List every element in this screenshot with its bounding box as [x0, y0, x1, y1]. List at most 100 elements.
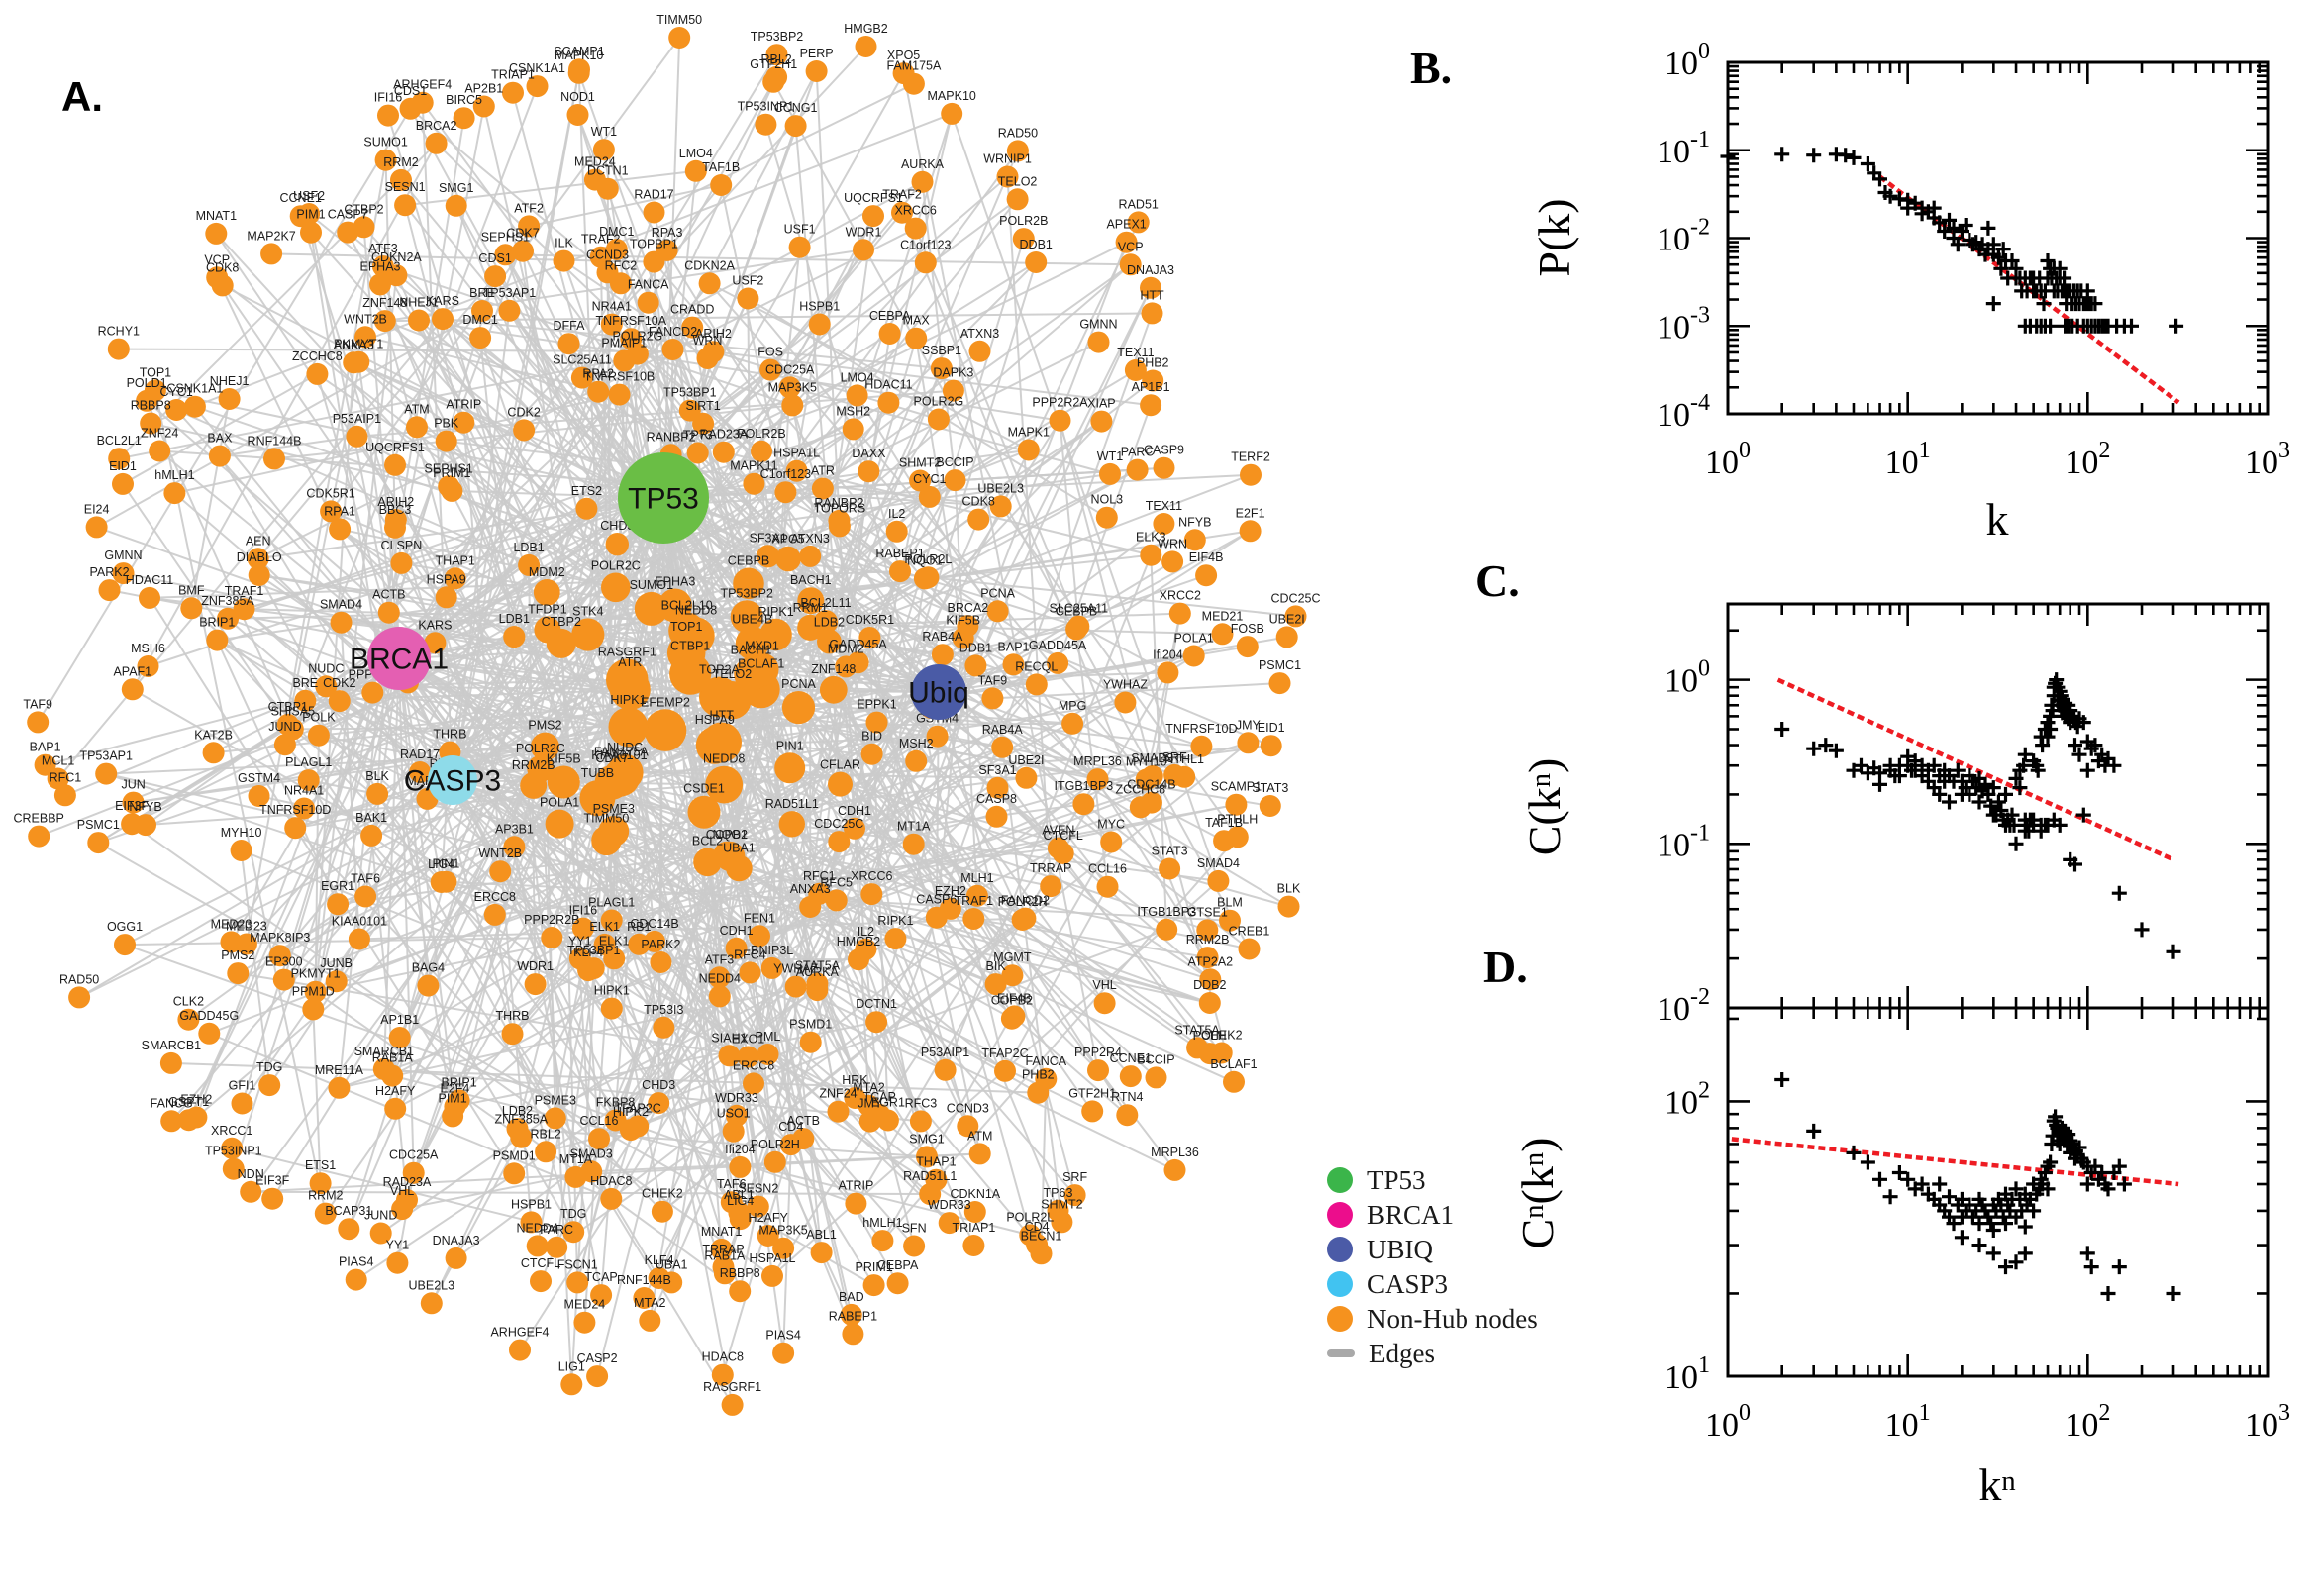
svg-text:YWHAZ: YWHAZ: [1103, 678, 1149, 692]
svg-text:BCCIP: BCCIP: [936, 455, 973, 469]
svg-text:BAG4: BAG4: [412, 961, 445, 975]
network-graph: MDM2 ATM CHEK2 BRCA2 RAD50 MSH2 YY1 EGR1 ATR RFC1…: [13, 13, 1321, 1416]
svg-text:MT1A: MT1A: [897, 820, 931, 834]
svg-text:BRE: BRE: [469, 286, 495, 300]
svg-text:GADD45G: GADD45G: [179, 1009, 239, 1023]
svg-text:EFEMP2: EFEMP2: [641, 695, 690, 709]
svg-text:CASP9: CASP9: [1144, 444, 1184, 457]
svg-text:CASP7: CASP7: [328, 208, 368, 222]
svg-text:BACH1: BACH1: [790, 573, 832, 587]
svg-text:PLAGL1: PLAGL1: [588, 896, 635, 910]
svg-text:RRM1: RRM1: [793, 601, 828, 615]
svg-text:10-4: 10-4: [1657, 390, 1710, 434]
svg-text:TIMM50: TIMM50: [656, 13, 702, 27]
svg-text:ERCC8: ERCC8: [474, 890, 516, 904]
svg-text:MAPK1: MAPK1: [1008, 426, 1050, 440]
svg-text:SMAD3: SMAD3: [570, 1147, 613, 1160]
svg-text:AP1B1: AP1B1: [380, 1013, 419, 1027]
svg-text:POLR2H: POLR2H: [751, 1138, 800, 1151]
svg-text:E2F1: E2F1: [1236, 506, 1265, 520]
svg-text:RRM2: RRM2: [308, 1189, 343, 1203]
svg-text:101: 101: [1885, 1400, 1931, 1444]
svg-text:HIPK1: HIPK1: [594, 984, 630, 998]
svg-text:TP53BP1: TP53BP1: [567, 944, 621, 957]
svg-text:CDKN2A: CDKN2A: [684, 258, 735, 272]
svg-text:UBA1: UBA1: [656, 1257, 688, 1271]
legend-label: BRCA1: [1367, 1199, 1455, 1230]
svg-text:VCP: VCP: [1118, 240, 1144, 253]
svg-text:ACTB: ACTB: [787, 1114, 820, 1128]
svg-text:TELO2: TELO2: [713, 667, 753, 681]
svg-text:EPPK1: EPPK1: [857, 698, 896, 712]
svg-text:CTCFL: CTCFL: [521, 1256, 560, 1270]
svg-text:TRIAP1: TRIAP1: [491, 68, 535, 82]
svg-text:TAF9: TAF9: [23, 697, 52, 711]
svg-text:102: 102: [1665, 1077, 1710, 1121]
svg-text:ZNF385A: ZNF385A: [495, 1113, 549, 1127]
svg-text:CDC25A: CDC25A: [389, 1148, 439, 1162]
svg-text:C1orf123: C1orf123: [760, 467, 811, 481]
svg-text:PMS2: PMS2: [221, 948, 254, 962]
svg-text:ATP2A2: ATP2A2: [1187, 954, 1233, 968]
svg-text:CDK2: CDK2: [507, 405, 540, 419]
casp3-swatch-icon: [1327, 1271, 1353, 1297]
svg-text:CCND3: CCND3: [947, 1101, 989, 1115]
svg-text:TCAP: TCAP: [863, 1090, 896, 1104]
svg-text:MSH2: MSH2: [899, 737, 934, 750]
svg-text:CDK8: CDK8: [962, 495, 995, 509]
svg-text:NOL3: NOL3: [1090, 493, 1123, 507]
svg-text:SHMT2: SHMT2: [899, 456, 941, 470]
svg-text:POLR2G: POLR2G: [914, 395, 964, 409]
svg-text:APEX1: APEX1: [1106, 218, 1146, 232]
svg-text:RAD51L1: RAD51L1: [903, 1169, 957, 1183]
svg-text:JUN: JUN: [121, 778, 145, 792]
legend-item-casp3: CASP3: [1327, 1269, 1538, 1299]
svg-text:ZNF148: ZNF148: [362, 296, 407, 310]
svg-text:MRPL36: MRPL36: [1073, 754, 1122, 768]
svg-text:THRB: THRB: [433, 728, 466, 742]
svg-text:WDR33: WDR33: [928, 1198, 971, 1212]
svg-text:MED21: MED21: [1202, 609, 1244, 623]
svg-text:POLR2B: POLR2B: [737, 427, 785, 441]
svg-text:RTN4: RTN4: [1111, 1090, 1143, 1104]
svg-text:RBL2: RBL2: [760, 52, 791, 66]
svg-text:TOP1: TOP1: [140, 365, 171, 379]
svg-text:BIRC5: BIRC5: [446, 93, 482, 107]
svg-text:PARC: PARC: [540, 1223, 573, 1237]
svg-text:NOD1: NOD1: [560, 90, 595, 104]
svg-text:AP1B1: AP1B1: [1132, 380, 1170, 394]
svg-text:GSTM4: GSTM4: [238, 771, 280, 785]
svg-text:POLR2G: POLR2G: [613, 330, 663, 344]
svg-text:MAP2K7: MAP2K7: [247, 229, 295, 243]
svg-text:FAM175A: FAM175A: [594, 746, 650, 759]
svg-text:MED23: MED23: [226, 920, 267, 934]
svg-text:PPP2R4: PPP2R4: [1074, 1046, 1122, 1059]
svg-text:E2F4: E2F4: [440, 1082, 469, 1096]
svg-text:PSMD1: PSMD1: [789, 1018, 832, 1032]
svg-text:Cn(kn): Cn(kn): [1512, 1138, 1563, 1249]
panel-b-label: B.: [1410, 43, 1453, 93]
svg-text:GTF2H1: GTF2H1: [750, 57, 797, 71]
svg-text:MGMT: MGMT: [993, 950, 1032, 964]
svg-text:HIPK1: HIPK1: [610, 693, 646, 707]
svg-text:CDC25C: CDC25C: [814, 817, 863, 831]
svg-text:CDS1: CDS1: [478, 251, 511, 265]
panel-a-label: A.: [61, 73, 103, 120]
svg-text:ATR: ATR: [811, 464, 835, 478]
svg-text:CEBPB: CEBPB: [1056, 605, 1097, 619]
svg-text:SCAMP1: SCAMP1: [554, 45, 604, 58]
svg-text:RAD50: RAD50: [59, 972, 99, 986]
svg-text:SSBP1: SSBP1: [922, 344, 961, 357]
svg-text:RAD51: RAD51: [1119, 197, 1159, 211]
svg-text:USO1: USO1: [717, 1107, 751, 1121]
svg-text:HTT: HTT: [1140, 288, 1164, 302]
svg-text:RIPK1: RIPK1: [758, 605, 794, 619]
svg-text:IFI16: IFI16: [569, 904, 598, 918]
svg-text:SMG1: SMG1: [439, 181, 473, 195]
svg-text:RPA2: RPA2: [582, 367, 614, 381]
svg-text:MED24: MED24: [564, 1298, 606, 1312]
svg-text:CREB1: CREB1: [1229, 925, 1270, 939]
svg-text:TEX11: TEX11: [1117, 346, 1154, 359]
svg-text:PKMYT1: PKMYT1: [291, 967, 341, 981]
svg-text:POLR2H: POLR2H: [998, 895, 1048, 909]
